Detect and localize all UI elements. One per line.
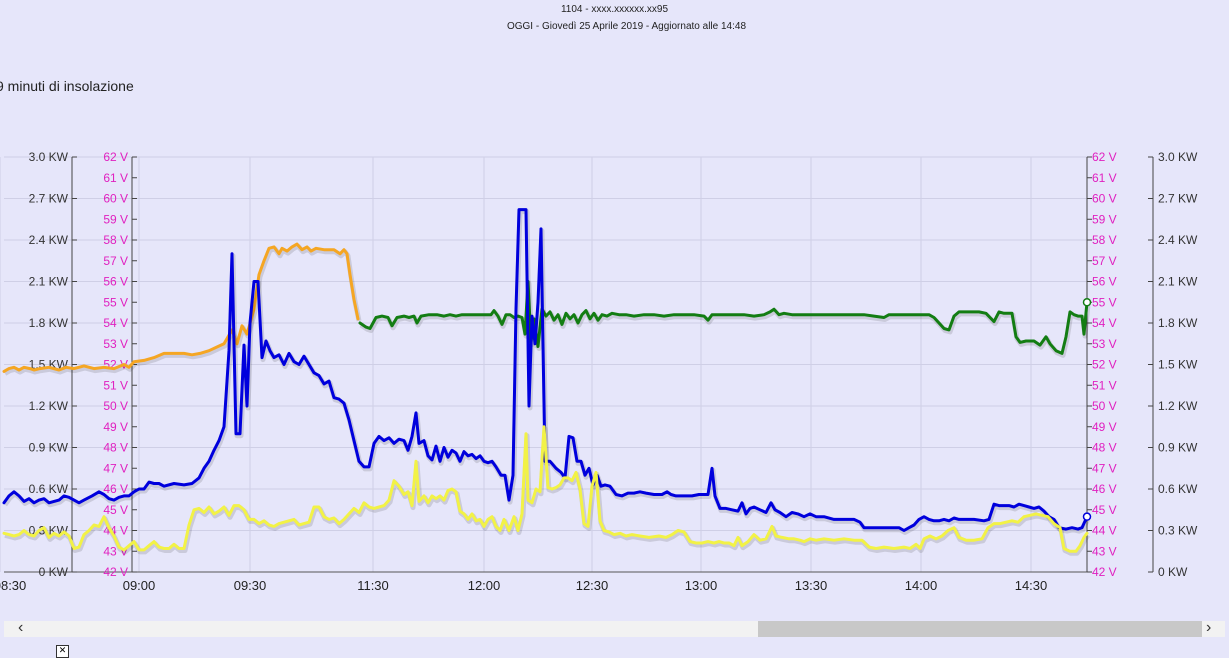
x-tick-label: 11:30 xyxy=(357,578,389,593)
v-tick-label-right: 45 V xyxy=(1092,503,1117,517)
kw-tick-label-left: 3.0 KW xyxy=(29,150,69,164)
v-tick-label-right: 47 V xyxy=(1092,461,1117,475)
v-tick-label-left: 51 V xyxy=(103,378,128,392)
v-tick-label-left: 42 V xyxy=(103,565,128,579)
v-tick-label-right: 49 V xyxy=(1092,420,1117,434)
series-end-marker-green xyxy=(1082,298,1092,307)
kw-tick-label-right: 2.1 KW xyxy=(1158,275,1198,289)
kw-tick-label-left: 0 KW xyxy=(39,565,69,579)
chevron-right-icon[interactable]: › xyxy=(1206,619,1212,636)
v-tick-label-left: 45 V xyxy=(103,503,128,517)
series-end-marker-blue xyxy=(1082,512,1092,521)
kw-tick-label-left: 2.4 KW xyxy=(29,233,69,247)
kw-tick-label-right: 1.8 KW xyxy=(1158,316,1198,330)
chevron-left-icon[interactable]: ‹ xyxy=(18,619,24,636)
x-tick-label: 09:30 xyxy=(234,578,267,593)
v-tick-label-left: 54 V xyxy=(103,316,128,330)
v-tick-label-right: 59 V xyxy=(1092,212,1117,226)
x-tick-label: 12:30 xyxy=(576,578,609,593)
kw-tick-label-right: 0.9 KW xyxy=(1158,441,1198,455)
v-tick-label-right: 51 V xyxy=(1092,378,1117,392)
v-tick-label-left: 60 V xyxy=(103,192,128,206)
v-tick-label-left: 47 V xyxy=(103,461,128,475)
x-tick-label: 12:00 xyxy=(468,578,501,593)
v-tick-label-left: 58 V xyxy=(103,233,128,247)
v-tick-label-left: 46 V xyxy=(103,482,128,496)
kw-tick-label-right: 0 KW xyxy=(1158,565,1188,579)
v-tick-label-right: 52 V xyxy=(1092,358,1117,372)
x-tick-label: 13:30 xyxy=(795,578,828,593)
series-shadow-orange xyxy=(3,243,362,376)
v-tick-label-right: 50 V xyxy=(1092,399,1117,413)
v-tick-label-right: 48 V xyxy=(1092,441,1117,455)
series-line-yellow xyxy=(2,425,1089,553)
x-tick-label: 13:00 xyxy=(685,578,718,593)
v-tick-label-left: 61 V xyxy=(103,171,128,185)
v-tick-label-left: 48 V xyxy=(103,441,128,455)
chart-grid xyxy=(0,156,1087,573)
kw-tick-label-left: 0.3 KW xyxy=(29,524,69,538)
chart-axes: 0 KW 0 KW 0.3 KW 0.3 KW 0.6 KW 0.6 KW 0.9 KW 0.… xyxy=(0,150,1198,593)
v-tick-label-left: 49 V xyxy=(103,420,128,434)
scrollbar-thumb[interactable] xyxy=(758,621,1202,637)
series-line-blue xyxy=(2,208,1089,532)
kw-tick-label-right: 2.4 KW xyxy=(1158,233,1198,247)
kw-tick-label-left: 1.8 KW xyxy=(29,316,69,330)
kw-tick-label-left: 0.9 KW xyxy=(29,441,69,455)
x-tick-label: 08:30 xyxy=(0,578,26,593)
kw-tick-label-right: 0.3 KW xyxy=(1158,524,1198,538)
chart-series xyxy=(2,208,1092,556)
v-tick-label-right: 62 V xyxy=(1092,150,1117,164)
v-tick-label-left: 62 V xyxy=(103,150,128,164)
kw-tick-label-left: 0.6 KW xyxy=(29,482,69,496)
v-tick-label-left: 56 V xyxy=(103,275,128,289)
horizontal-scrollbar[interactable]: ‹ › xyxy=(4,619,1225,637)
v-tick-label-left: 57 V xyxy=(103,254,128,268)
v-tick-label-right: 43 V xyxy=(1092,544,1117,558)
chart-subtitle: OGGI - Giovedì 25 Aprile 2019 - Aggiorna… xyxy=(506,21,747,32)
v-tick-label-right: 54 V xyxy=(1092,316,1117,330)
kw-tick-label-right: 1.2 KW xyxy=(1158,399,1198,413)
v-tick-label-right: 60 V xyxy=(1092,192,1117,206)
kw-tick-label-left: 2.1 KW xyxy=(29,275,69,289)
power-voltage-chart: 0 KW 0 KW 0.3 KW 0.3 KW 0.6 KW 0.6 KW 0.9 KW 0.… xyxy=(0,150,1198,593)
v-tick-label-right: 57 V xyxy=(1092,254,1117,268)
series-shadow-green xyxy=(359,281,1091,358)
v-tick-label-right: 53 V xyxy=(1092,337,1117,351)
close-box-icon[interactable]: ✕ xyxy=(56,645,69,658)
v-tick-label-left: 55 V xyxy=(103,295,128,309)
v-tick-label-right: 56 V xyxy=(1092,275,1117,289)
v-tick-label-right: 61 V xyxy=(1092,171,1117,185)
sun-minutes-note: 9 minuti di insolazione xyxy=(0,78,134,94)
v-tick-label-right: 55 V xyxy=(1092,295,1117,309)
series-line-orange xyxy=(2,242,360,373)
v-tick-label-left: 59 V xyxy=(103,212,128,226)
v-tick-label-right: 42 V xyxy=(1092,565,1117,579)
kw-tick-label-right: 2.7 KW xyxy=(1158,192,1198,206)
kw-tick-label-right: 0.6 KW xyxy=(1158,482,1198,496)
series-line-green xyxy=(358,280,1089,355)
kw-tick-label-left: 2.7 KW xyxy=(29,192,69,206)
v-tick-label-left: 50 V xyxy=(103,399,128,413)
v-tick-label-left: 53 V xyxy=(103,337,128,351)
kw-tick-label-right: 3.0 KW xyxy=(1158,150,1198,164)
kw-tick-label-left: 1.2 KW xyxy=(29,399,69,413)
x-tick-label: 14:00 xyxy=(905,578,938,593)
x-tick-label: 09:00 xyxy=(123,578,156,593)
v-tick-label-right: 46 V xyxy=(1092,482,1117,496)
v-tick-label-right: 44 V xyxy=(1092,524,1117,538)
v-tick-label-right: 58 V xyxy=(1092,233,1117,247)
chart-title: 1104 - xxxx.xxxxxx.xx95 xyxy=(560,4,669,15)
kw-tick-label-right: 1.5 KW xyxy=(1158,358,1198,372)
x-tick-label: 14:30 xyxy=(1015,578,1048,593)
